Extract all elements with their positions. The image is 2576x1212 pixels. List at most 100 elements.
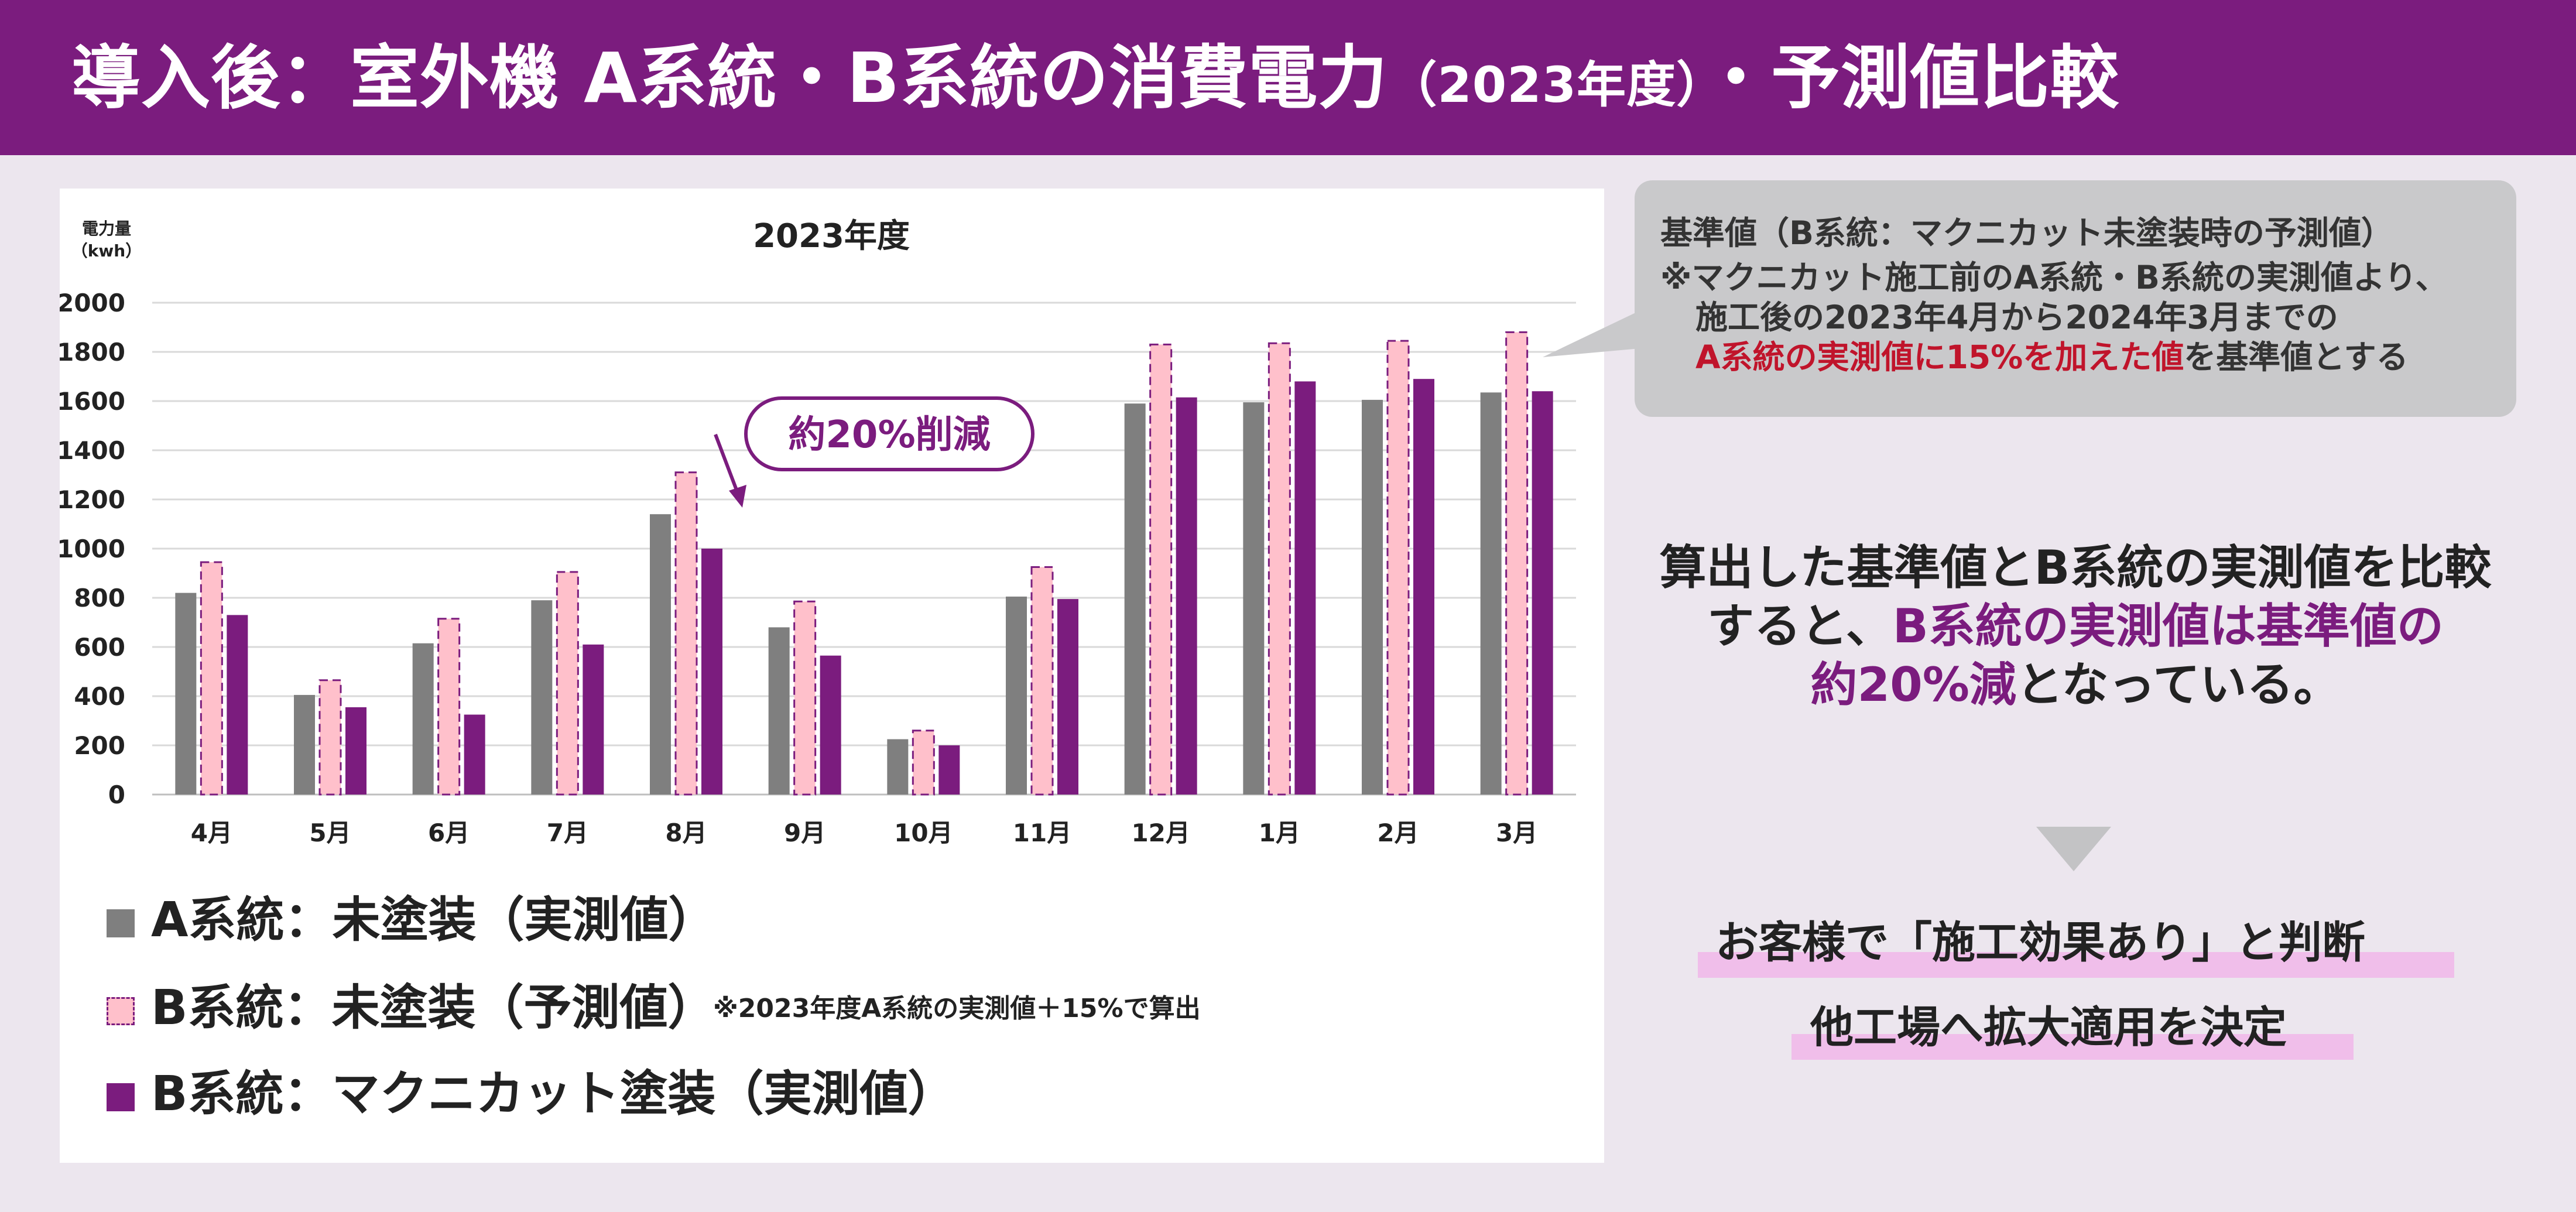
conclusion-line-3a: 約20%減: [1810, 658, 2016, 712]
x-tick-label: 11月: [1013, 819, 1071, 847]
y-tick-label: 400: [74, 682, 125, 711]
bar-series-3: [1532, 391, 1553, 795]
result-line-1: お客様で「施工効果あり」と判断: [1715, 917, 2365, 968]
legend-label-a: A系統：未塗装（実測値）: [151, 892, 717, 948]
bar-series-3: [1176, 397, 1197, 795]
legend-swatch-b-predicted: [107, 997, 135, 1025]
bar-series-1: [1006, 596, 1027, 795]
y-tick-label: 0: [108, 780, 125, 809]
y-tick-label: 1400: [60, 436, 125, 465]
bar-series-1: [1362, 399, 1383, 795]
x-tick-label: 10月: [894, 819, 953, 847]
bar-series-2: [1505, 331, 1529, 796]
bar-series-2: [318, 679, 342, 796]
conclusion-line-2a: すると、: [1707, 599, 1893, 653]
bar-series-2: [793, 600, 817, 796]
callout-note-2: 施工後の2023年4月から2024年3月までの: [1695, 299, 2338, 336]
result-highlight-1: [1698, 952, 2454, 978]
chart-title: 2023年度: [753, 217, 910, 255]
bar-series-3: [583, 644, 604, 795]
bar-series-3: [345, 707, 366, 795]
y-tick-label: 200: [74, 731, 125, 760]
x-tick-label: 5月: [309, 819, 351, 847]
bar-series-1: [1480, 392, 1502, 795]
bar-series-3: [227, 615, 248, 795]
page-title-year: （2023年度）: [1388, 56, 1702, 114]
legend-swatch-a: [107, 909, 135, 937]
legend-label-b-predicted: B系統：未塗装（予測値）: [151, 980, 716, 1036]
bar-series-2: [1030, 566, 1054, 796]
bar-series-2: [556, 571, 579, 796]
legend-swatch-b-painted: [107, 1083, 135, 1111]
callout-tail: を基準値とする: [2184, 338, 2409, 376]
y-tick-label: 1600: [60, 387, 125, 416]
bar-series-2: [1149, 343, 1173, 796]
y-tick-label: 1800: [60, 338, 125, 367]
callout-pointer-shape: [1543, 310, 1640, 357]
conclusion-line-2b: B系統の実測値は基準値の: [1892, 599, 2444, 653]
y-tick-label: 800: [74, 584, 125, 612]
y-axis-label: 電力量: [82, 219, 131, 238]
y-axis-unit: （kwh）: [71, 241, 142, 261]
annotation-arrow-head: [729, 485, 746, 508]
down-arrow-icon: [2036, 827, 2111, 871]
x-tick-label: 9月: [784, 819, 825, 847]
page-title-main: 導入後：室外機 A系統・B系統の消費電力: [71, 37, 1388, 118]
x-tick-label: 1月: [1259, 819, 1300, 847]
bar-series-1: [294, 694, 315, 795]
header-bar: 導入後：室外機 A系統・B系統の消費電力（2023年度）・予測値比較: [0, 0, 2576, 155]
bar-series-3: [701, 549, 722, 795]
annotation-text: 約20%削減: [788, 413, 990, 457]
bar-series-1: [768, 627, 790, 795]
bar-series-2: [200, 561, 223, 796]
annotation-arrow-shaft: [714, 433, 739, 494]
bar-series-1: [1243, 402, 1265, 795]
x-tick-label: 6月: [428, 819, 470, 847]
bar-series-3: [464, 714, 485, 795]
bar-series-2: [912, 730, 935, 796]
y-tick-label: 1000: [60, 535, 125, 563]
y-tick-label: 1200: [60, 485, 125, 514]
conclusion-line-2: すると、B系統の実測値は基準値の: [1628, 597, 2523, 656]
chart-panel: 2023年度 電力量 （kwh） 0 200 400 600 800 1000 1200 1400 1…: [60, 189, 1604, 1163]
bar-series-3: [1057, 599, 1078, 795]
bar-series-1: [650, 514, 671, 795]
x-tick-label: 2月: [1377, 819, 1419, 847]
conclusion-line-3b: となっている。: [2016, 658, 2341, 712]
callout-highlight: A系統の実測値に15%を加えた値: [1695, 338, 2184, 376]
conclusion-text: 算出した基準値とB系統の実測値を比較 すると、B系統の実測値は基準値の 約20%…: [1628, 539, 2523, 714]
bar-series-3: [820, 655, 841, 795]
x-tick-label: 12月: [1131, 819, 1190, 847]
y-tick-label: 600: [74, 633, 125, 662]
bar-series-2: [437, 618, 461, 796]
callout-pointer: [1543, 310, 1640, 357]
page-title-tail: ・予測値比較: [1701, 37, 2120, 118]
page-title: 導入後：室外機 A系統・B系統の消費電力（2023年度）・予測値比較: [71, 34, 2119, 129]
baseline-callout: 基準値（B系統：マクニカット未塗装時の予測値） ※マクニカット施工前のA系統・B…: [1635, 180, 2516, 417]
x-tick-label: 8月: [665, 819, 707, 847]
result-highlight-2: [1791, 1034, 2354, 1060]
bar-series-1: [175, 593, 197, 795]
bar-series-3: [1294, 381, 1316, 795]
bar-series-3: [1413, 379, 1434, 795]
legend-note: ※2023年度A系統の実測値＋15%で算出: [713, 994, 1201, 1023]
y-tick-label: 2000: [60, 289, 125, 317]
legend-label-b-painted: B系統：マクニカット塗装（実測値）: [151, 1066, 956, 1122]
bar-series-2: [1386, 340, 1410, 796]
bar-series-1: [1124, 403, 1146, 795]
x-tick-label: 4月: [191, 819, 232, 847]
bar-series-1: [412, 643, 434, 795]
result-line-2: 他工場へ拡大適用を決定: [1810, 1002, 2287, 1053]
conclusion-line-1: 算出した基準値とB系統の実測値を比較: [1659, 540, 2492, 595]
callout-note-3: A系統の実測値に15%を加えた値を基準値とする: [1695, 335, 2409, 379]
annotation-pill: [744, 396, 1034, 471]
bar-series-2: [1268, 342, 1291, 796]
callout-note-1: ※マクニカット施工前のA系統・B系統の実測値より、: [1660, 259, 2448, 296]
x-tick-label: 3月: [1496, 819, 1537, 847]
conclusion-line-3: 約20%減となっている。: [1628, 656, 2523, 714]
callout-heading: 基準値（B系統：マクニカット未塗装時の予測値）: [1660, 214, 2393, 252]
bar-series-1: [887, 739, 909, 795]
bar-series-3: [938, 745, 960, 795]
x-tick-label: 7月: [547, 819, 588, 847]
bar-series-2: [674, 471, 698, 796]
